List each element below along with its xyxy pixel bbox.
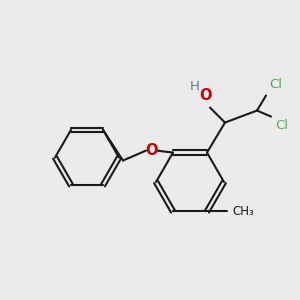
Text: Cl: Cl [269,78,282,91]
Text: O: O [145,143,157,158]
Text: CH₃: CH₃ [232,205,254,218]
Text: Cl: Cl [275,118,288,132]
Text: O: O [199,88,211,103]
Text: H: H [190,80,200,93]
